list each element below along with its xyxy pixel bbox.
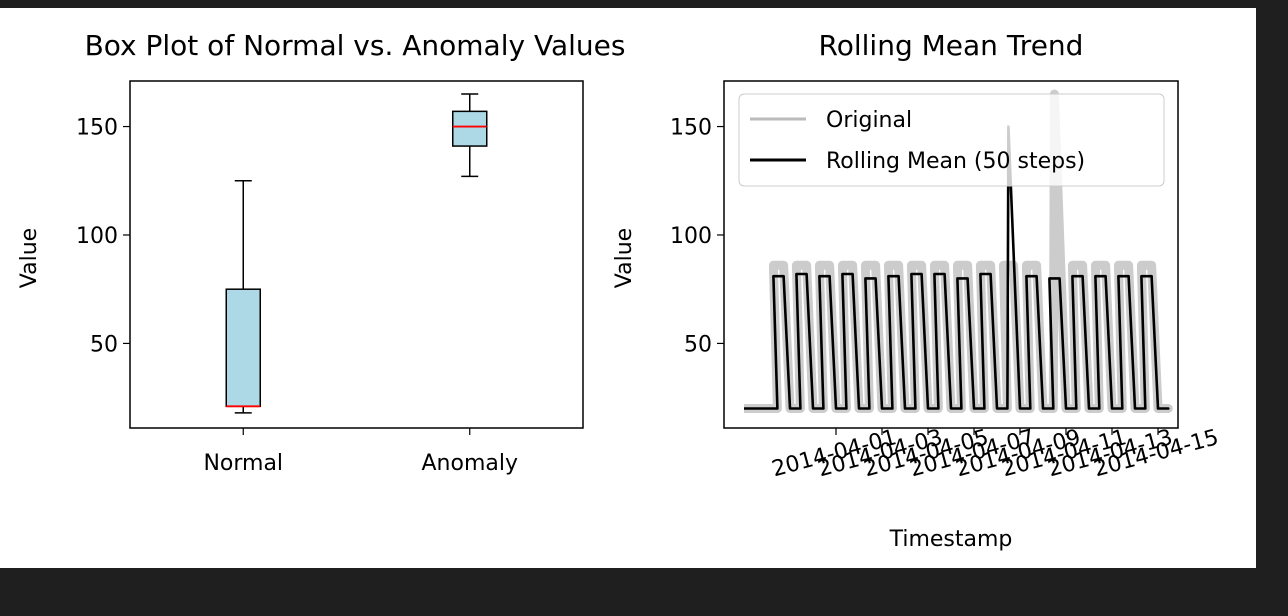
box-plot-frame — [129, 80, 584, 429]
box-xtick-label: Normal — [203, 451, 283, 476]
box-plot-title: Box Plot of Normal vs. Anomaly Values — [85, 29, 626, 62]
box-ytick-label: 50 — [90, 332, 118, 357]
box-iqr — [225, 288, 261, 408]
legend-label-rolling-mean: Rolling Mean (50 steps) — [826, 149, 1085, 174]
series-original-line — [744, 89, 1173, 413]
line-ytick-label: 100 — [670, 224, 712, 249]
box-normal — [225, 180, 261, 414]
line-ytick-label: 50 — [684, 332, 712, 357]
chart-canvas: Box Plot of Normal vs. Anomaly Values Va… — [17, 29, 1221, 552]
box-iqr — [452, 110, 488, 147]
rolling-mean-frame — [723, 80, 1179, 429]
line-ytick-label: 150 — [670, 116, 712, 141]
box-plot-chart: Box Plot of Normal vs. Anomaly Values Va… — [17, 29, 625, 476]
rolling-mean-chart: Rolling Mean Trend Value Timestamp 50 100… — [612, 29, 1221, 552]
box-plot-ylabel: Value — [17, 228, 42, 288]
box-ytick-label: 150 — [76, 116, 118, 141]
box-anomaly — [452, 93, 488, 178]
figure: Box Plot of Normal vs. Anomaly Values Va… — [0, 8, 1256, 568]
legend-label-original: Original — [826, 108, 912, 133]
box-xtick-label: Anomaly — [422, 451, 519, 476]
rolling-mean-title: Rolling Mean Trend — [819, 29, 1084, 62]
box-ytick-label: 100 — [76, 224, 118, 249]
series-rolling-mean-line — [744, 125, 1170, 410]
rolling-mean-ylabel: Value — [612, 228, 637, 288]
legend: Original Rolling Mean (50 steps) — [738, 93, 1165, 187]
legend-box — [738, 93, 1165, 187]
rolling-mean-xlabel: Timestamp — [889, 527, 1013, 552]
